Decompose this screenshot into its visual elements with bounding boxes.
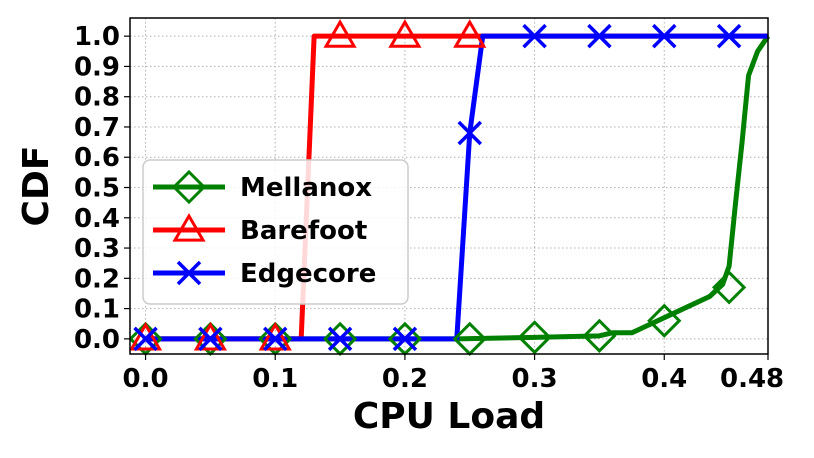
legend-label: Barefoot [240, 216, 367, 246]
y-tick-label: 0.4 [74, 204, 120, 234]
y-tick-label: 0.2 [74, 264, 120, 294]
y-tick-label: 0.8 [74, 83, 120, 113]
triangle-marker-shape [193, 321, 228, 351]
legend-label: Edgecore [240, 259, 376, 289]
legend-box [142, 159, 409, 305]
x-tick-label: 0.2 [382, 364, 428, 394]
x-marker-stroke [198, 326, 223, 352]
x-marker-stroke [587, 23, 612, 49]
data-point-edgecore [457, 120, 482, 146]
y-tick-label: 0.3 [74, 234, 120, 264]
triangle-marker-shape [258, 321, 292, 351]
triangle-marker-shape [172, 213, 206, 242]
data-point-barefoot [128, 321, 163, 351]
legend-entry-edgecore: Edgecore [153, 259, 376, 289]
diamond-marker-shape [711, 270, 747, 305]
y-tick-label: 0.1 [74, 295, 120, 325]
y-tick-label: 0.5 [74, 174, 120, 204]
triangle-marker-shape [323, 19, 357, 48]
x-tick-label: 0.0 [123, 364, 169, 394]
series-line-mellanox [145, 34, 771, 342]
x-tick-label: 0.48 [720, 364, 784, 394]
data-point-edgecore [522, 23, 547, 49]
data-point-edgecore [262, 326, 288, 352]
data-point-barefoot [323, 19, 357, 48]
y-tick-label: 0.7 [74, 113, 120, 143]
legend: Mellanox Barefoot Edgecore [142, 159, 409, 305]
diamond-marker-shape [647, 303, 682, 338]
x-axis-label: CPU Load [353, 396, 545, 437]
x-marker-stroke [133, 326, 158, 352]
x-marker-stroke [457, 120, 482, 146]
y-tick-label: 0.6 [74, 143, 120, 173]
data-point-edgecore [652, 23, 677, 49]
data-point-edgecore [716, 23, 742, 49]
plot-frame [129, 17, 769, 355]
y-axis-label: CDF [16, 146, 57, 227]
data-point-mellanox [517, 320, 552, 355]
data-point-mellanox [647, 303, 682, 338]
triangle-marker-shape [388, 19, 422, 48]
data-point-edgecore [327, 326, 353, 352]
data-point-edgecore [587, 23, 612, 49]
diamond-marker-shape [517, 320, 552, 355]
x-marker-stroke [176, 260, 202, 286]
y-tick-label: 0.9 [74, 52, 120, 82]
data-point-edgecore [198, 326, 223, 352]
y-tick-label: 1.0 [74, 22, 120, 52]
triangle-marker-shape [453, 19, 487, 48]
axis-ticks: 0.00.10.20.30.40.50.60.70.80.91.00.0 0.1 0… [74, 22, 784, 394]
x-marker-stroke [262, 326, 288, 352]
data-point-edgecore [133, 326, 158, 352]
y-tick-label: 0.0 [74, 325, 120, 355]
x-marker-stroke [716, 23, 742, 49]
x-tick-label: 0.4 [641, 364, 687, 394]
data-point-edgecore [392, 326, 418, 352]
data-point-barefoot [258, 321, 292, 351]
legend-entry-mellanox: Mellanox [153, 169, 372, 205]
diamond-marker-shape [171, 169, 207, 205]
triangle-marker-shape [128, 321, 163, 351]
data-point-mellanox [582, 318, 617, 353]
x-marker-stroke [652, 23, 677, 49]
x-marker-stroke [392, 326, 418, 352]
x-tick-label: 0.3 [512, 364, 558, 394]
x-marker-stroke [522, 23, 547, 49]
legend-entry-barefoot: Barefoot [153, 213, 367, 246]
data-point-barefoot [193, 321, 228, 351]
legend-marker [176, 260, 202, 286]
data-point-barefoot [453, 19, 487, 48]
x-marker-stroke [327, 326, 353, 352]
diamond-marker-shape [582, 318, 617, 353]
data-point-barefoot [388, 19, 422, 48]
legend-marker [171, 169, 207, 205]
legend-marker [172, 213, 206, 242]
x-tick-label: 0.1 [252, 364, 298, 394]
legend-label: Mellanox [240, 173, 372, 203]
data-point-mellanox [711, 270, 747, 305]
